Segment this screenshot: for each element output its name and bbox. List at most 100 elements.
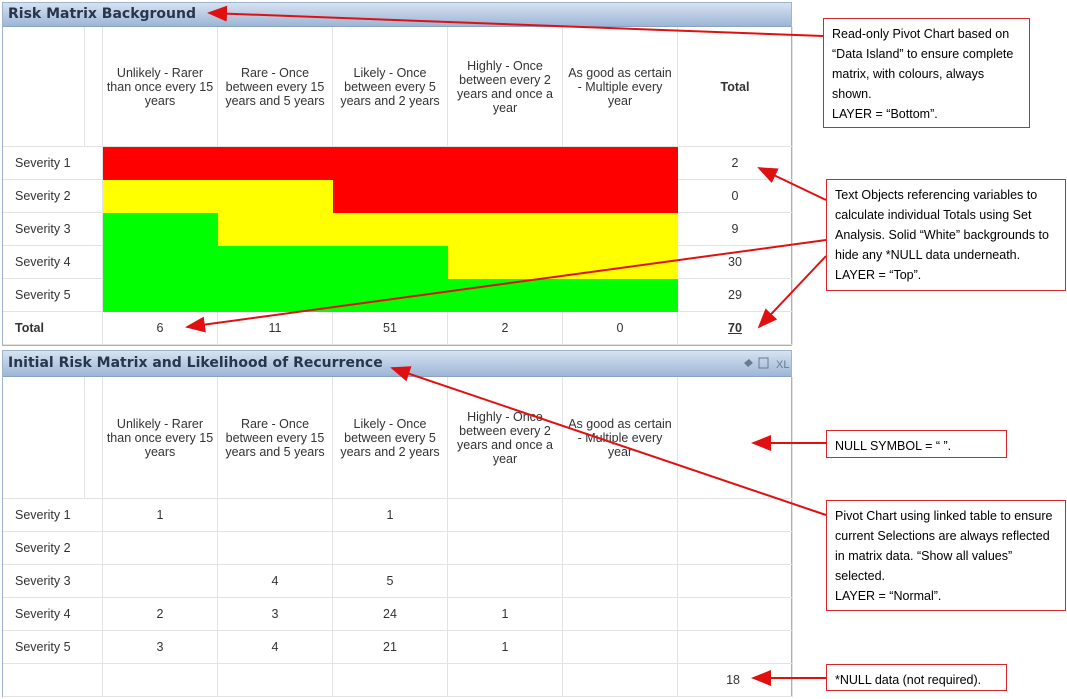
color-cell: [333, 246, 448, 279]
data-cell: [448, 565, 563, 598]
data-cell: 4: [218, 565, 333, 598]
column-total: 70: [678, 312, 793, 345]
color-cell: [218, 213, 333, 246]
color-cell: [563, 213, 678, 246]
color-cell: [333, 279, 448, 312]
arrow: [207, 5, 824, 37]
column-header: Unlikely - Rarer than once every 15 year…: [103, 27, 218, 147]
data-cell: [333, 532, 448, 565]
arrow: [757, 255, 827, 329]
annotation-text: LAYER = “Normal”.: [835, 589, 942, 603]
title-bar[interactable]: Initial Risk Matrix and Likelihood of Re…: [3, 351, 791, 377]
likelihood-panel[interactable]: Initial Risk Matrix and Likelihood of Re…: [2, 350, 793, 697]
annotation-box: Pivot Chart using linked table to ensure…: [826, 500, 1066, 611]
color-cell: [218, 180, 333, 213]
data-cell: [448, 532, 563, 565]
color-cell: [333, 213, 448, 246]
data-cell: [563, 565, 678, 598]
row-header: Severity 3: [3, 213, 103, 246]
arrow: [757, 167, 827, 201]
annotation-text: *NULL data (not required).: [835, 673, 982, 687]
total-label: Total: [3, 312, 103, 345]
spacer-cell: [85, 27, 103, 147]
panel-title: Risk Matrix Background: [8, 6, 197, 22]
color-cell: [103, 279, 218, 312]
color-cell: [218, 246, 333, 279]
row-header: Severity 3: [3, 565, 103, 598]
arrow: [390, 366, 827, 516]
color-cell: [218, 279, 333, 312]
column-total: 6: [103, 312, 218, 345]
column-header: Unlikely - Rarer than once every 15 year…: [103, 377, 218, 499]
annotation-box: *NULL data (not required).: [826, 664, 1007, 691]
data-cell: [333, 664, 448, 697]
annotation-text: Text Objects referencing variables to ca…: [835, 188, 1049, 262]
data-cell: [448, 664, 563, 697]
risk-matrix-panel[interactable]: Risk Matrix Background Unlikely - Rarer …: [2, 2, 793, 346]
column-header: Rare - Once between every 15 years and 5…: [218, 377, 333, 499]
column-total: 2: [448, 312, 563, 345]
annotation-text: Read-only Pivot Chart based on “Data Isl…: [832, 27, 1014, 101]
color-cell: [563, 279, 678, 312]
toolbar-icons: XL: [744, 357, 789, 371]
data-cell: [563, 532, 678, 565]
color-cell: [103, 180, 218, 213]
row-total: 9: [678, 213, 793, 246]
spacer-cell: [85, 377, 103, 499]
corner-cell: [3, 377, 85, 499]
data-cell: 2: [103, 598, 218, 631]
data-cell: 5: [333, 565, 448, 598]
data-cell: 1: [448, 598, 563, 631]
data-cell: 1: [103, 499, 218, 532]
data-cell: 1: [448, 631, 563, 664]
title-bar[interactable]: Risk Matrix Background: [3, 3, 791, 27]
annotation-text: NULL SYMBOL = “ ”.: [835, 439, 952, 453]
column-header: As good as certain - Multiple every year: [563, 27, 678, 147]
row-header: [3, 664, 103, 697]
annotation-text: LAYER = “Bottom”.: [832, 107, 938, 121]
panel-title: Initial Risk Matrix and Likelihood of Re…: [8, 355, 383, 371]
data-cell: [678, 565, 793, 598]
row-total: 30: [678, 246, 793, 279]
color-cell: [103, 147, 218, 180]
color-cell: [448, 246, 563, 279]
data-cell: 3: [218, 598, 333, 631]
excel-icon[interactable]: XL: [776, 359, 789, 371]
row-header: Severity 4: [3, 598, 103, 631]
data-cell: [218, 664, 333, 697]
data-cell: [678, 631, 793, 664]
header-cell: [678, 377, 793, 499]
data-cell: 21: [333, 631, 448, 664]
data-cell: 1: [333, 499, 448, 532]
row-total: 29: [678, 279, 793, 312]
data-cell: [103, 664, 218, 697]
data-cell: [563, 499, 678, 532]
edit-icon[interactable]: [744, 359, 753, 367]
row-total: 2: [678, 147, 793, 180]
column-total: 51: [333, 312, 448, 345]
color-cell: [448, 180, 563, 213]
column-total: 0: [563, 312, 678, 345]
column-header: Likely - Once between every 5 years and …: [333, 27, 448, 147]
color-cell: [563, 147, 678, 180]
annotation-box: NULL SYMBOL = “ ”.: [826, 430, 1007, 458]
data-cell: [678, 598, 793, 631]
data-cell: [678, 499, 793, 532]
data-cell: [563, 664, 678, 697]
annotation-text: LAYER = “Top”.: [835, 268, 922, 282]
print-icon[interactable]: [758, 357, 769, 369]
color-cell: [333, 180, 448, 213]
arrow: [185, 239, 827, 333]
color-cell: [563, 180, 678, 213]
row-header: Severity 2: [3, 532, 103, 565]
column-header: Rare - Once between every 15 years and 5…: [218, 27, 333, 147]
color-cell: [448, 213, 563, 246]
null-total: 18: [678, 664, 793, 697]
color-cell: [103, 246, 218, 279]
column-header: Total: [678, 27, 793, 147]
column-total: 11: [218, 312, 333, 345]
row-header: Severity 5: [3, 631, 103, 664]
data-cell: 24: [333, 598, 448, 631]
row-total: 0: [678, 180, 793, 213]
